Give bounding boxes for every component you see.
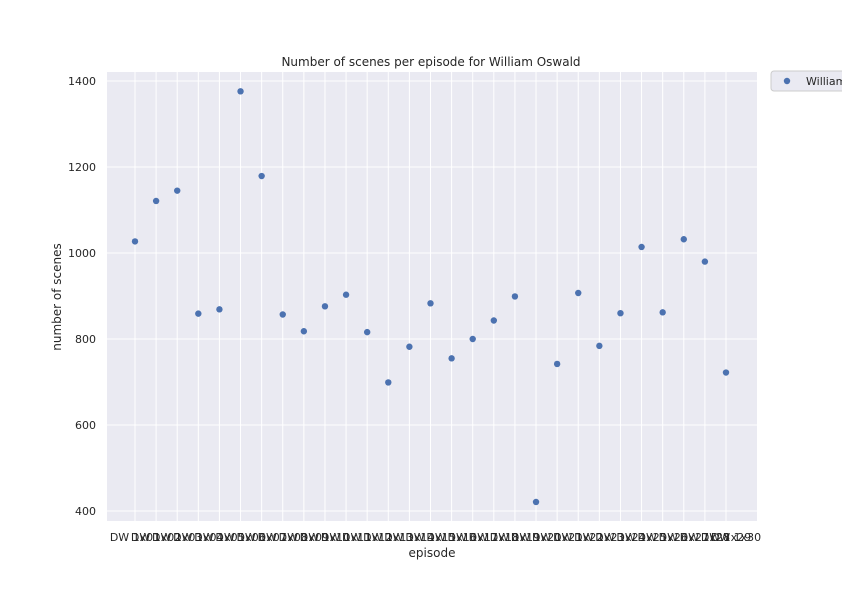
y-tick-label: 800 xyxy=(75,333,96,346)
y-tick-label: 600 xyxy=(75,419,96,432)
data-point xyxy=(300,328,308,335)
data-point xyxy=(490,317,498,324)
x-tick-label: DW 1x05 xyxy=(194,531,244,544)
x-tick-label: DW 1x19 xyxy=(490,531,540,544)
plot-area xyxy=(107,72,757,521)
x-tick-label: DW 1x17 xyxy=(448,531,498,544)
x-tick-label: DW 1x25 xyxy=(616,531,666,544)
data-point xyxy=(385,379,392,386)
data-point xyxy=(363,328,371,336)
legend-label: William xyxy=(806,75,842,88)
data-point xyxy=(279,311,286,318)
data-point xyxy=(216,306,223,313)
x-tick-label: DW 1x08 xyxy=(258,531,308,544)
x-tick-label: DW 1x16 xyxy=(426,531,476,544)
x-tick-label: DW 1x07 xyxy=(236,531,286,544)
data-point xyxy=(427,300,434,307)
data-point xyxy=(406,343,413,350)
data-point xyxy=(152,197,160,205)
data-point xyxy=(553,360,561,368)
data-point xyxy=(532,498,540,506)
data-point xyxy=(638,243,645,251)
legend-box xyxy=(770,70,842,92)
data-point xyxy=(342,291,350,298)
data-point xyxy=(722,369,730,376)
x-tick-label: DW 1x23 xyxy=(574,531,624,544)
x-tick-label: DW 1x13 xyxy=(363,531,413,544)
x-tick-label: DW 1x15 xyxy=(405,531,455,544)
data-point xyxy=(174,187,181,194)
x-tick-label: DW 1x24 xyxy=(595,531,645,544)
y-axis-title: number of scenes xyxy=(50,243,64,351)
x-tick-label: DW 1x29 xyxy=(701,531,751,544)
x-tick-label: DW 1x12 xyxy=(342,531,392,544)
chart-title: Number of scenes per episode for William… xyxy=(281,55,580,69)
x-tick-label: DW 1x18 xyxy=(469,531,519,544)
data-point xyxy=(237,88,244,95)
x-tick-label: DW 1x01 xyxy=(110,531,160,544)
data-point xyxy=(469,335,476,343)
data-point xyxy=(659,309,666,316)
x-tick-label: DW 1x22 xyxy=(553,531,603,544)
data-points xyxy=(131,88,730,506)
data-point xyxy=(195,310,202,317)
x-tick-label: DW 1x02 xyxy=(131,531,181,544)
data-point xyxy=(258,172,265,180)
x-tick-label: DW 1x06 xyxy=(215,531,265,544)
data-point xyxy=(617,310,624,317)
y-tick-label: 1200 xyxy=(68,161,96,174)
x-tick-label: DW 1x09 xyxy=(279,531,329,544)
data-point xyxy=(701,258,709,265)
y-tick-label: 1400 xyxy=(68,75,96,88)
x-tick-label: DW 1x21 xyxy=(532,531,582,544)
x-tick-label: DW 1x14 xyxy=(384,531,434,544)
data-point xyxy=(448,355,455,362)
data-point xyxy=(511,293,519,300)
data-point xyxy=(321,303,329,310)
x-tick-label: DW 1x28 xyxy=(680,531,730,544)
x-axis-title: episode xyxy=(409,546,456,560)
y-tick-label: 1000 xyxy=(68,247,96,260)
data-point xyxy=(575,289,582,297)
data-point xyxy=(131,238,139,245)
x-tick-label: DW 1x10 xyxy=(300,531,350,544)
x-tick-label: DW 1x20 xyxy=(511,531,561,544)
legend-marker xyxy=(783,77,791,85)
x-tick-label: DW 1x30 xyxy=(711,531,761,544)
x-tick-label: DW 1x27 xyxy=(659,531,709,544)
x-tick-label: DW 1x04 xyxy=(173,531,223,544)
data-point xyxy=(596,342,603,350)
x-tick-label: DW 1x26 xyxy=(637,531,687,544)
legend: William xyxy=(770,70,842,92)
y-tick-label: 400 xyxy=(75,505,96,518)
x-tick-label: DW 1x03 xyxy=(152,531,202,544)
x-tick-label: DW 1x11 xyxy=(321,531,371,544)
data-point xyxy=(680,236,687,243)
